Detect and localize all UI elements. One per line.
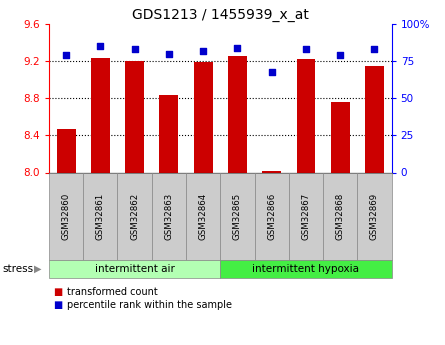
Text: GSM32868: GSM32868 bbox=[336, 193, 345, 240]
Text: intermittent hypoxia: intermittent hypoxia bbox=[252, 264, 360, 274]
Text: ■: ■ bbox=[53, 300, 63, 310]
Text: GSM32863: GSM32863 bbox=[164, 193, 174, 240]
Bar bbox=[194, 62, 213, 172]
Text: GSM32866: GSM32866 bbox=[267, 193, 276, 240]
Point bbox=[131, 47, 138, 52]
Text: intermittent air: intermittent air bbox=[95, 264, 174, 274]
Text: GSM32861: GSM32861 bbox=[96, 193, 105, 240]
Bar bbox=[262, 171, 281, 172]
Point bbox=[268, 69, 275, 75]
Text: transformed count: transformed count bbox=[67, 287, 158, 296]
Text: ▶: ▶ bbox=[34, 264, 41, 274]
Bar bbox=[57, 129, 76, 172]
Point bbox=[97, 44, 104, 49]
Title: GDS1213 / 1455939_x_at: GDS1213 / 1455939_x_at bbox=[132, 8, 309, 22]
Point bbox=[200, 48, 207, 53]
Text: percentile rank within the sample: percentile rank within the sample bbox=[67, 300, 232, 310]
Point bbox=[371, 47, 378, 52]
Bar bbox=[91, 58, 110, 172]
Text: stress: stress bbox=[2, 264, 33, 274]
Point bbox=[337, 52, 344, 58]
Point bbox=[166, 51, 173, 57]
Point bbox=[234, 45, 241, 51]
Text: GSM32867: GSM32867 bbox=[301, 193, 311, 240]
Point bbox=[63, 52, 70, 58]
Text: GSM32862: GSM32862 bbox=[130, 193, 139, 240]
Bar bbox=[125, 61, 144, 172]
Text: GSM32864: GSM32864 bbox=[198, 193, 208, 240]
Bar bbox=[365, 66, 384, 172]
Bar bbox=[331, 102, 350, 172]
Bar bbox=[296, 59, 316, 172]
Point bbox=[303, 47, 310, 52]
Bar bbox=[228, 56, 247, 172]
Text: GSM32869: GSM32869 bbox=[370, 193, 379, 240]
Text: GSM32865: GSM32865 bbox=[233, 193, 242, 240]
Bar bbox=[159, 95, 178, 172]
Text: ■: ■ bbox=[53, 287, 63, 296]
Text: GSM32860: GSM32860 bbox=[61, 193, 71, 240]
